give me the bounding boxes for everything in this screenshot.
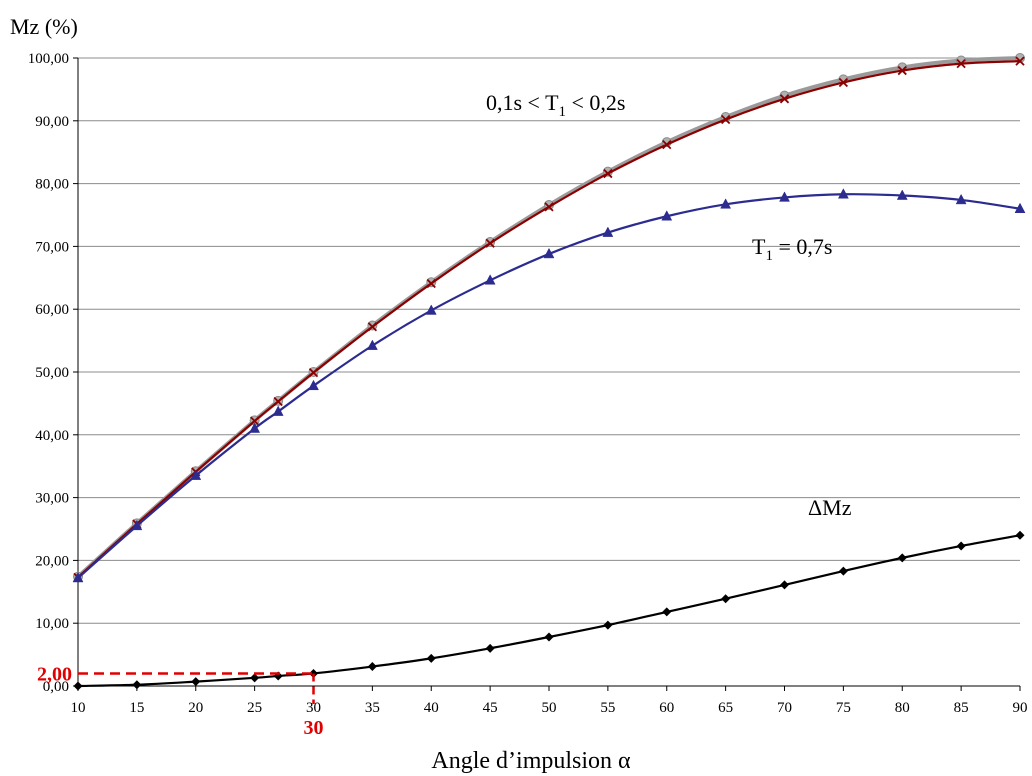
data-point xyxy=(485,238,495,248)
data-point xyxy=(955,193,967,205)
x-tick-label: 35 xyxy=(365,700,380,716)
data-point xyxy=(721,594,731,604)
data-point xyxy=(779,191,790,202)
y-tick-label: 0,00 xyxy=(43,679,69,695)
data-point xyxy=(249,416,260,426)
annotation-long-period: T1 = 0,7s xyxy=(752,234,832,264)
data-point xyxy=(838,77,849,88)
series-group xyxy=(72,53,1026,691)
highlight-guide: 2,00 30 xyxy=(37,663,324,739)
data-point xyxy=(837,188,849,199)
data-point xyxy=(956,59,966,69)
x-tick-label: 85 xyxy=(954,700,969,716)
data-point xyxy=(308,367,319,378)
series-4 xyxy=(73,530,1025,691)
data-point xyxy=(720,114,731,125)
y-tick-label: 90,00 xyxy=(35,114,69,130)
data-point xyxy=(367,322,378,332)
data-point xyxy=(249,422,261,433)
data-point xyxy=(72,571,84,583)
x-tick-label: 45 xyxy=(483,700,498,716)
series-1 xyxy=(73,53,1025,582)
data-point xyxy=(662,140,672,150)
data-point xyxy=(308,379,319,391)
data-point xyxy=(897,553,907,563)
x-tick-label: 15 xyxy=(129,700,144,716)
y-tick-label: 10,00 xyxy=(35,616,69,632)
data-point xyxy=(897,65,907,76)
y-tick-label: 30,00 xyxy=(35,491,69,507)
data-point xyxy=(190,469,202,480)
data-point xyxy=(661,210,673,221)
data-point xyxy=(1015,56,1025,66)
y-tick-label: 40,00 xyxy=(35,428,69,444)
data-point xyxy=(131,519,143,531)
data-point xyxy=(603,168,613,179)
x-tick-label: 30 xyxy=(306,700,321,716)
data-point xyxy=(720,198,732,209)
highlight-x-label: 30 xyxy=(304,717,324,739)
x-tick-label: 40 xyxy=(424,700,439,716)
y-tick-label: 70,00 xyxy=(35,239,69,255)
y-tick-label: 60,00 xyxy=(35,302,69,318)
data-point xyxy=(838,566,848,576)
x-tick-label: 10 xyxy=(71,700,86,716)
annotation-delta-mz: ΔMz xyxy=(808,495,852,520)
y-tick-label: 20,00 xyxy=(35,553,69,569)
data-point xyxy=(896,189,908,200)
data-point xyxy=(544,632,554,642)
y-tick-label: 100,00 xyxy=(28,51,69,67)
data-point xyxy=(426,653,436,663)
data-point xyxy=(426,278,436,289)
series-2 xyxy=(73,56,1025,582)
x-tick-label: 50 xyxy=(542,700,557,716)
y-axis-title: Mz (%) xyxy=(10,14,78,39)
data-point xyxy=(662,607,672,617)
data-point xyxy=(425,304,437,315)
x-tick-label: 25 xyxy=(247,700,262,716)
data-point xyxy=(780,580,789,590)
data-point xyxy=(602,226,614,237)
data-point xyxy=(779,94,790,104)
data-point xyxy=(191,677,201,687)
data-point xyxy=(250,673,260,683)
data-point xyxy=(367,662,377,672)
x-tick-label: 90 xyxy=(1013,700,1028,716)
x-tick-label: 80 xyxy=(895,700,910,716)
data-point xyxy=(484,274,496,285)
data-point xyxy=(485,643,495,653)
data-point xyxy=(544,202,554,212)
x-tick-label: 60 xyxy=(659,700,674,716)
y-axis-ticks: 0,00 10,00 20,00 30,00 40,00 50,00 60,00 70,00 8… xyxy=(28,51,78,695)
gridlines xyxy=(78,57,1020,624)
x-tick-label: 20 xyxy=(188,700,203,716)
x-axis-title: Angle d’impulsion α xyxy=(431,748,631,774)
data-point xyxy=(956,541,966,551)
x-axis-ticks: 10 15 20 25 30 35 40 45 50 55 60 65 70 75 80 85 90 xyxy=(71,686,1028,716)
y-tick-label: 50,00 xyxy=(35,365,69,381)
data-point xyxy=(1014,202,1026,213)
data-point xyxy=(366,339,378,350)
data-point xyxy=(543,247,555,259)
data-point xyxy=(273,396,283,407)
series-line xyxy=(77,60,1021,579)
x-tick-label: 65 xyxy=(718,700,733,716)
data-point xyxy=(73,681,83,691)
highlight-y-label: 2,00 xyxy=(37,663,72,685)
x-tick-label: 70 xyxy=(777,700,792,716)
y-tick-label: 80,00 xyxy=(35,177,69,193)
series-line xyxy=(76,56,1021,579)
data-point xyxy=(1015,530,1025,540)
data-point xyxy=(272,405,284,416)
annotation-short-period: 0,1s < T1 < 0,2s xyxy=(486,90,625,120)
data-point xyxy=(603,620,613,630)
x-tick-label: 55 xyxy=(600,700,615,716)
series-3 xyxy=(72,188,1026,583)
series-line xyxy=(77,534,1021,688)
data-point xyxy=(132,680,142,690)
x-tick-label: 75 xyxy=(836,700,851,716)
